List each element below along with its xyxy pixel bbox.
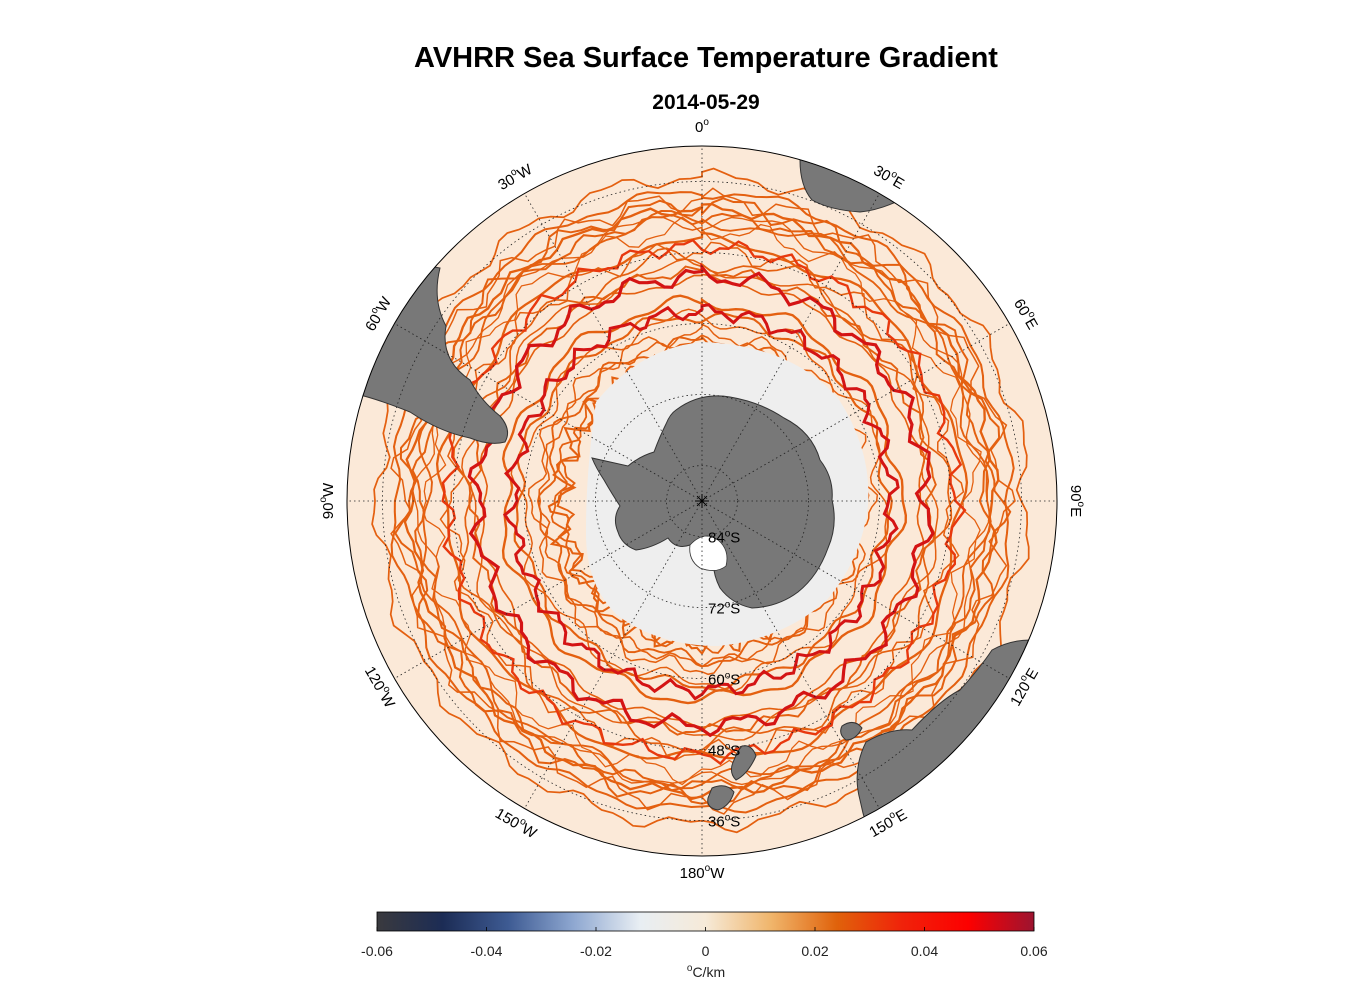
colorbar-tick-label: 0.04 [911, 943, 938, 959]
meridian-label: 90oE [1067, 485, 1086, 517]
graticule-grid [347, 146, 1057, 856]
meridian-line [701, 323, 1010, 502]
tasmania-landmass [840, 722, 863, 741]
meridian-label: 30oW [494, 159, 536, 194]
front-line [412, 216, 990, 786]
pole-marker [701, 495, 708, 502]
colorbar: -0.06 -0.04 -0.02 0 0.02 0.04 0.06 oC/km [361, 911, 1048, 980]
colorbar-tick-label: 0.02 [801, 943, 828, 959]
pole-marker [696, 500, 703, 507]
front-line [468, 265, 937, 736]
parallel-label: 36oS [708, 813, 740, 831]
front-line [467, 262, 935, 738]
front-line [411, 212, 992, 792]
colorbar-tick-label: 0.06 [1020, 943, 1047, 959]
parallel-labels: 84oS 72oS 60oS 48oS 36oS [708, 529, 740, 831]
parallel-label: 72oS [708, 600, 740, 618]
parallel-line [595, 394, 809, 608]
pole-marker [696, 495, 703, 502]
meridian-line [524, 500, 703, 809]
colorbar-label-unit: C/km [692, 964, 725, 980]
polar-map: 84oS 72oS 60oS 48oS 36oS 0o30oE60oE90oE120oE… [318, 117, 1087, 882]
colorbar-tick-label: -0.06 [361, 943, 393, 959]
meridian-label: 60oW [360, 292, 395, 334]
front-line [439, 241, 965, 761]
colorbar-tick-label: -0.04 [471, 943, 503, 959]
front-line [502, 303, 900, 701]
meridian-label: 60oE [1010, 295, 1043, 333]
front-line [513, 312, 893, 692]
parallel-line [666, 465, 738, 537]
meridian-line [701, 500, 1010, 679]
parallel-label: 48oS [708, 742, 740, 760]
meridian-line [701, 193, 880, 502]
map-frame [346, 145, 1058, 857]
meridian-label: 30oE [871, 160, 909, 193]
front-line [501, 294, 907, 705]
chart-subtitle: 2014-05-29 [652, 91, 759, 114]
new-zealand-south-island [707, 785, 735, 811]
parallel-label: 84oS [708, 529, 740, 547]
parallel-label: 60oS [708, 671, 740, 689]
colorbar-label-degree: o [687, 963, 693, 974]
colorbar-label: oC/km [687, 963, 725, 980]
meridian-line [524, 193, 703, 502]
meridian-label: 0o [695, 117, 709, 136]
colorbar-ticks: -0.06 -0.04 -0.02 0 0.02 0.04 0.06 [361, 927, 1048, 959]
new-zealand-north-island [730, 745, 757, 781]
meridian-line [701, 500, 880, 809]
meridian-labels: 0o30oE60oE90oE120oE150oE180oW150oW120oW9… [318, 117, 1087, 882]
front-line [422, 216, 982, 786]
colorbar-tick-label: 0 [702, 943, 710, 959]
colorbar-tick-label: -0.02 [580, 943, 612, 959]
parallel-line [524, 323, 880, 679]
front-line [461, 258, 939, 741]
front-line [417, 210, 992, 790]
pole-marker [701, 500, 708, 507]
chart-title: AVHRR Sea Surface Temperature Gradient [414, 42, 998, 74]
meridian-line [394, 500, 703, 679]
front-line [394, 197, 1012, 805]
meridian-label: 90oW [318, 482, 337, 519]
meridian-label: 180oW [680, 863, 726, 882]
meridian-line [394, 323, 703, 502]
ross-ice-shelf [689, 535, 728, 571]
